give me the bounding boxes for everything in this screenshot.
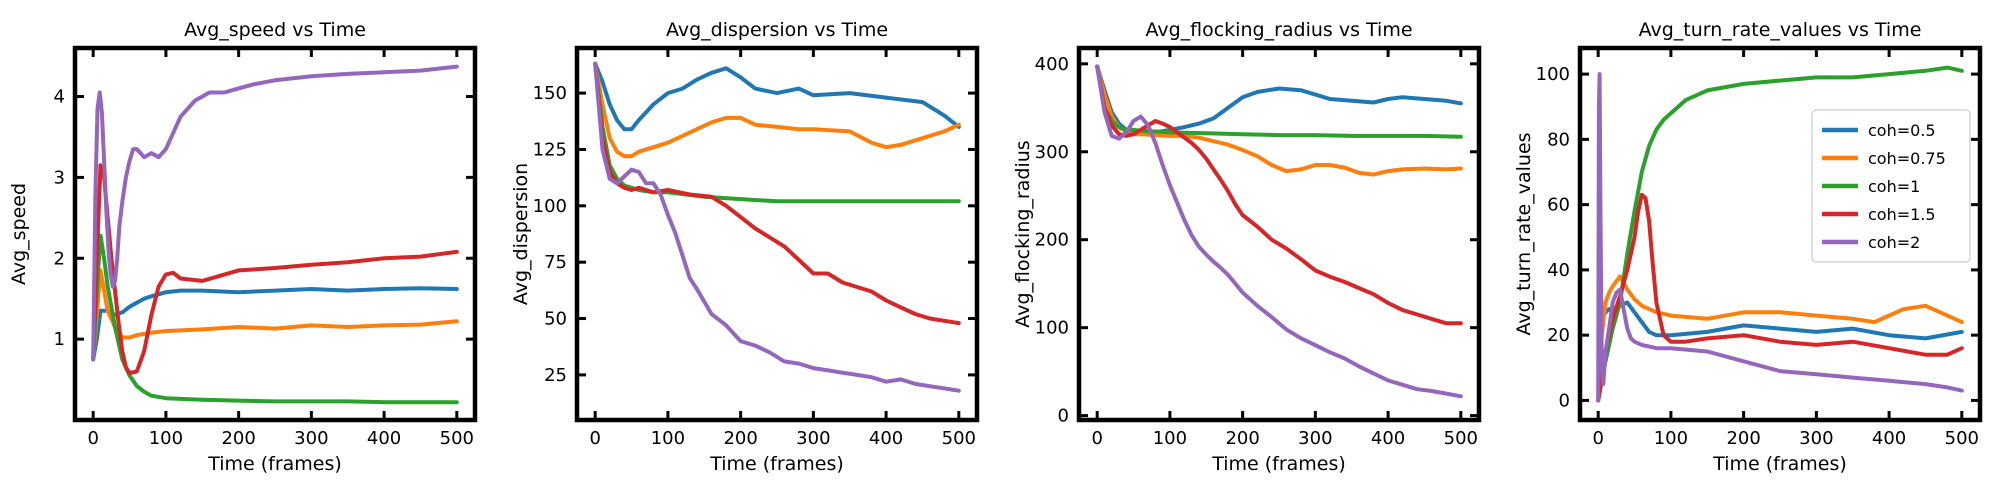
series-line-coh-1 <box>91 233 459 405</box>
y-tick-label: 75 <box>544 252 567 273</box>
y-tick-label: 150 <box>533 83 567 104</box>
x-tick-label: 500 <box>942 428 976 449</box>
x-tick-label: 400 <box>367 428 401 449</box>
series-group <box>1596 65 1964 403</box>
x-tick-label: 300 <box>1298 428 1332 449</box>
y-tick-label: 80 <box>1547 129 1570 150</box>
series-line-coh-0-75 <box>1095 64 1463 177</box>
x-tick-label: 100 <box>1654 428 1688 449</box>
y-tick-label: 0 <box>1559 390 1570 411</box>
x-tick-label: 0 <box>1592 428 1603 449</box>
legend-item-coh-0-75: coh=0.75 <box>1822 149 1946 168</box>
x-axis-label: Time (frames) <box>709 453 844 475</box>
y-axis-label: Avg_turn_rate_values <box>1513 132 1535 335</box>
series-line-coh-2 <box>91 64 459 362</box>
x-tick-label: 200 <box>1225 428 1259 449</box>
x-tick-label: 500 <box>1945 428 1979 449</box>
x-tick-label: 500 <box>440 428 474 449</box>
legend: coh=0.5 coh=0.75 coh=1 coh=1.5 coh=2 <box>1811 109 1971 263</box>
x-tick-label: 0 <box>87 428 98 449</box>
x-tick-label: 200 <box>1726 428 1760 449</box>
x-tick-label: 400 <box>869 428 903 449</box>
y-tick-label: 100 <box>1035 318 1069 339</box>
chart-4: 0 100 200 300 400 500 0 20 40 60 80 100 Avg_turn_rat… <box>1513 19 1983 475</box>
y-tick-label: 2 <box>54 248 65 269</box>
y-tick-label: 3 <box>54 167 65 188</box>
series-line-coh-0-5 <box>593 61 961 132</box>
y-tick-label: 60 <box>1547 195 1570 216</box>
x-tick-label: 500 <box>1444 428 1478 449</box>
y-axis-label: Avg_speed <box>8 183 30 285</box>
series-line-coh-1-5 <box>91 163 459 376</box>
x-axis-label: Time (frames) <box>1211 453 1346 475</box>
x-axis-label: Time (frames) <box>207 453 342 475</box>
y-axis-label: Avg_dispersion <box>510 163 532 305</box>
y-tick-label: 4 <box>54 87 65 108</box>
y-tick-label: 0 <box>1058 406 1069 427</box>
series-line-coh-2 <box>593 61 961 393</box>
chart-title: Avg_speed vs Time <box>184 19 366 41</box>
chart-title: Avg_flocking_radius vs Time <box>1145 19 1412 41</box>
legend-label: coh=0.75 <box>1868 149 1946 168</box>
legend-item-coh-2: coh=2 <box>1822 233 1920 252</box>
x-tick-label: 100 <box>651 428 685 449</box>
x-tick-label: 200 <box>723 428 757 449</box>
x-tick-label: 200 <box>221 428 255 449</box>
y-tick-label: 300 <box>1035 142 1069 163</box>
chart-title: Avg_dispersion vs Time <box>666 19 888 41</box>
series-line-coh-1 <box>593 61 961 204</box>
chart-1: 0 100 200 300 400 500 1 2 3 4 Avg_speed vs Time Tim… <box>8 19 478 475</box>
series-line-coh-0-75 <box>91 268 459 362</box>
y-axis-label: Avg_flocking_radius <box>1012 140 1034 327</box>
legend-box <box>1811 109 1971 263</box>
y-tick-label: 400 <box>1035 54 1069 75</box>
legend-item-coh-1: coh=1 <box>1822 177 1920 196</box>
series-line-coh-1-5 <box>1095 64 1463 326</box>
series-line-coh-1 <box>1095 64 1463 139</box>
y-tick-label: 40 <box>1547 260 1570 281</box>
series-group <box>1095 64 1463 399</box>
plot-frame <box>1577 45 1983 423</box>
series-line-coh-0-75 <box>593 61 961 159</box>
chart-title: Avg_turn_rate_values vs Time <box>1639 19 1922 41</box>
x-axis-label: Time (frames) <box>1712 453 1847 475</box>
legend-label: coh=2 <box>1868 233 1920 252</box>
x-tick-label: 400 <box>1872 428 1906 449</box>
y-tick-label: 50 <box>544 309 567 330</box>
legend-label: coh=1 <box>1868 177 1920 196</box>
y-tick-label: 100 <box>533 196 567 217</box>
legend-label: coh=0.5 <box>1868 121 1936 140</box>
series-line-coh-1-5 <box>593 61 961 326</box>
plot-frame <box>574 45 980 423</box>
y-tick-label: 20 <box>1547 325 1570 346</box>
x-tick-label: 0 <box>589 428 600 449</box>
plot-frame <box>1076 45 1482 423</box>
y-tick-label: 200 <box>1035 230 1069 251</box>
y-tick-label: 25 <box>544 365 567 386</box>
series-group <box>593 61 961 393</box>
series-line-coh-1-5 <box>1596 192 1964 403</box>
x-tick-label: 300 <box>796 428 830 449</box>
series-line-coh-2 <box>1095 64 1463 399</box>
chart-2: 0 100 200 300 400 500 25 50 75 100 125 150 Avg_dispe… <box>510 19 980 475</box>
x-tick-label: 300 <box>294 428 328 449</box>
chart-3: 0 100 200 300 400 500 0 100 200 300 400 Avg_flockin… <box>1012 19 1482 475</box>
series-line-coh-0-5 <box>1596 300 1964 403</box>
plot-frame <box>72 45 478 423</box>
y-tick-label: 125 <box>533 139 567 160</box>
legend-item-coh-1-5: coh=1.5 <box>1822 205 1936 224</box>
x-tick-label: 100 <box>149 428 183 449</box>
x-tick-label: 100 <box>1153 428 1187 449</box>
series-group <box>91 64 459 405</box>
x-tick-label: 300 <box>1799 428 1833 449</box>
legend-label: coh=1.5 <box>1868 205 1936 224</box>
series-line-coh-0-75 <box>1596 274 1964 403</box>
series-line-coh-2 <box>1596 72 1964 403</box>
legend-item-coh-0-5: coh=0.5 <box>1822 121 1936 140</box>
y-tick-label: 1 <box>54 329 65 350</box>
x-tick-label: 400 <box>1371 428 1405 449</box>
x-tick-label: 0 <box>1091 428 1102 449</box>
y-tick-label: 100 <box>1536 64 1570 85</box>
